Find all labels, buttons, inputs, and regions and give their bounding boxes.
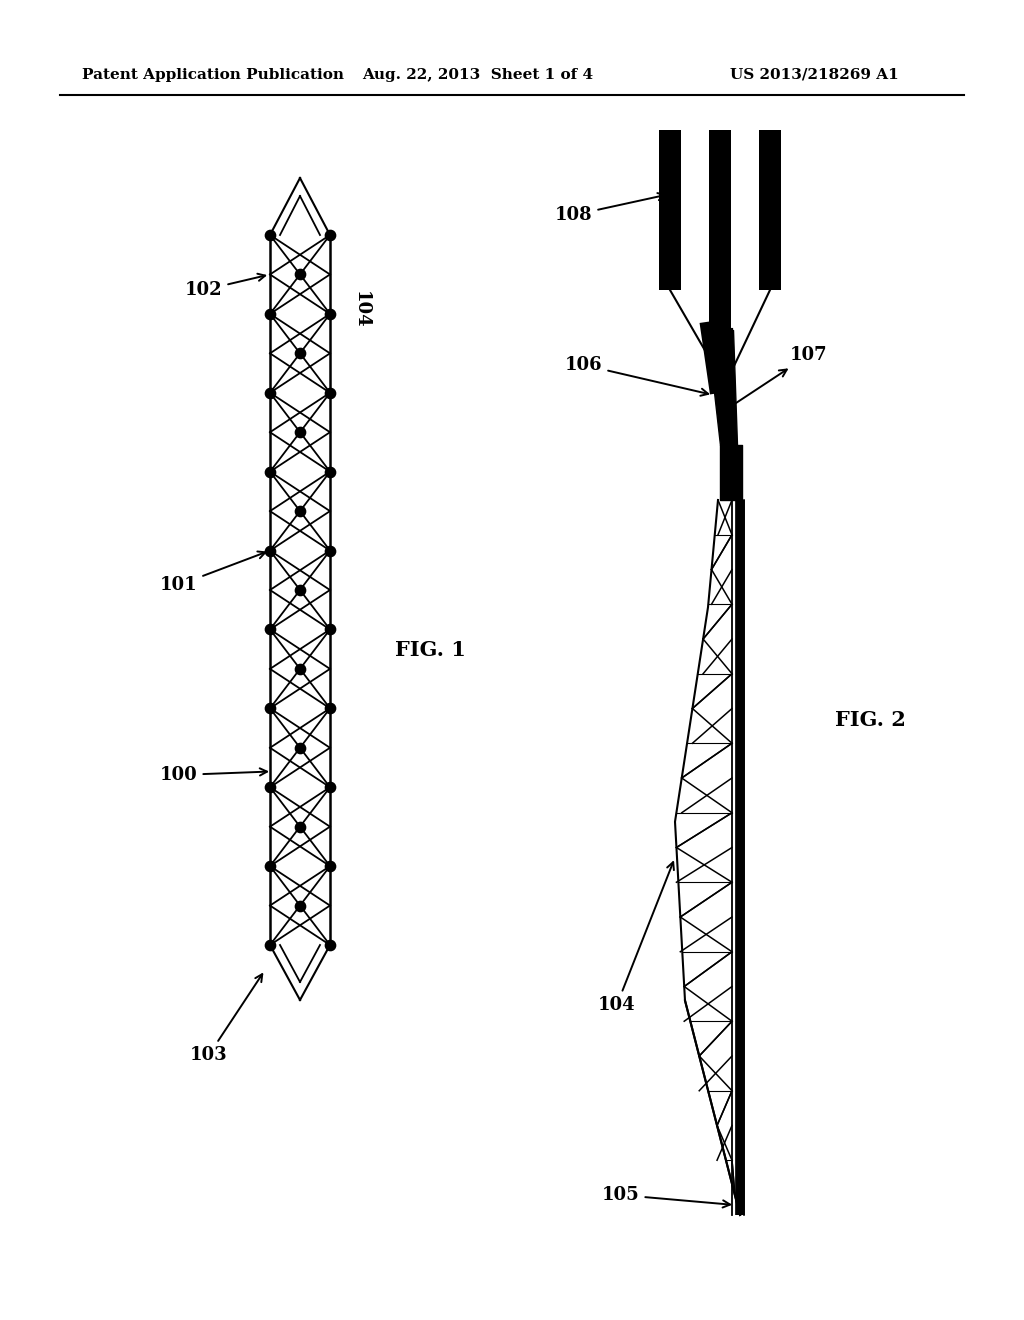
Text: 100: 100 (160, 766, 267, 784)
Point (322, 224, 338, 246)
Point (262, 855, 279, 876)
Text: 103: 103 (190, 974, 262, 1064)
Text: Patent Application Publication: Patent Application Publication (82, 69, 344, 82)
Point (292, 579, 308, 601)
Point (292, 421, 308, 442)
Text: Aug. 22, 2013  Sheet 1 of 4: Aug. 22, 2013 Sheet 1 of 4 (362, 69, 593, 82)
Point (322, 304, 338, 325)
Point (322, 776, 338, 797)
Point (262, 776, 279, 797)
Point (292, 659, 308, 680)
Point (262, 461, 279, 482)
Point (322, 461, 338, 482)
Point (262, 383, 279, 404)
Point (322, 383, 338, 404)
Point (262, 698, 279, 719)
Text: 101: 101 (160, 552, 265, 594)
Point (292, 816, 308, 837)
Text: 107: 107 (735, 346, 827, 404)
Text: 105: 105 (602, 1185, 730, 1208)
Point (292, 264, 308, 285)
Point (292, 737, 308, 758)
Point (292, 895, 308, 916)
Bar (759, 129, 781, 290)
Point (262, 619, 279, 640)
Text: FIG. 1: FIG. 1 (394, 640, 466, 660)
Text: US 2013/218269 A1: US 2013/218269 A1 (730, 69, 899, 82)
Point (322, 855, 338, 876)
Text: 104: 104 (598, 862, 674, 1014)
Point (262, 304, 279, 325)
Point (322, 935, 338, 956)
Text: FIG. 2: FIG. 2 (835, 710, 905, 730)
Bar (659, 129, 681, 290)
Bar (709, 129, 731, 330)
Text: 106: 106 (565, 356, 709, 396)
Text: 108: 108 (555, 193, 666, 224)
Text: 102: 102 (185, 273, 265, 300)
Point (262, 540, 279, 561)
Point (292, 343, 308, 364)
Point (262, 935, 279, 956)
Point (262, 224, 279, 246)
Text: 104: 104 (352, 292, 370, 329)
Point (322, 540, 338, 561)
Point (292, 500, 308, 521)
Point (322, 698, 338, 719)
Point (322, 619, 338, 640)
